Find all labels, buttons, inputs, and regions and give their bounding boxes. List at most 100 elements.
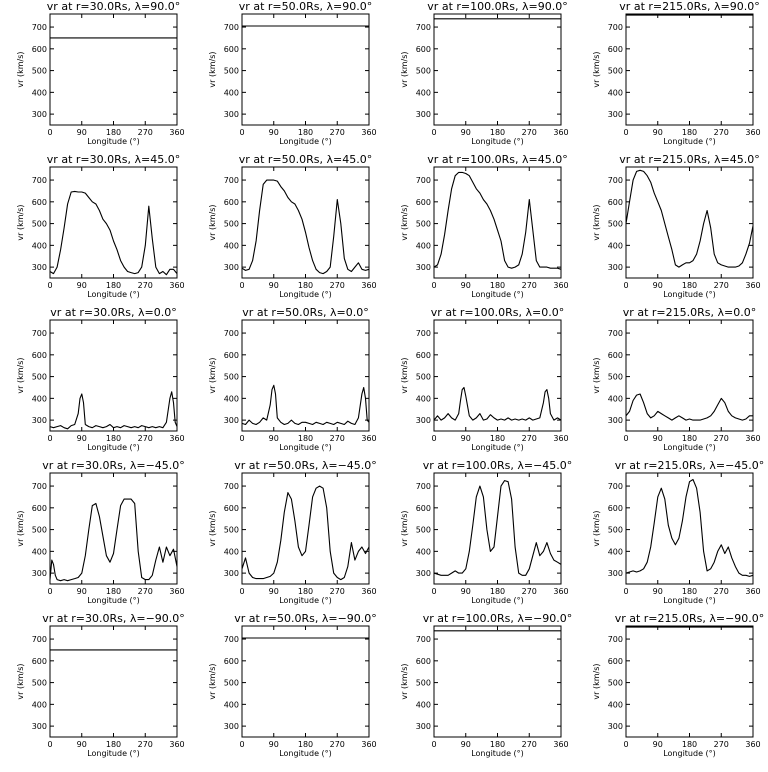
- y-tick-label: 400: [608, 88, 623, 97]
- plot-frame: [625, 472, 754, 585]
- x-axis-label: Longitude (°): [663, 596, 716, 605]
- y-tick-label: 300: [416, 722, 431, 731]
- y-tick-label: 600: [608, 657, 623, 666]
- panel-title: vr at r=50.0Rs, λ=45.0°: [239, 153, 372, 166]
- panel-title: vr at r=215.0Rs, λ=90.0°: [619, 0, 759, 13]
- panel-16: vr at r=215.0Rs, λ=−45.0° 0 90 180 270 360 300…: [592, 459, 764, 605]
- y-tick-label: 500: [32, 679, 47, 688]
- x-tick-label: 180: [490, 281, 505, 290]
- y-tick-label: 400: [224, 88, 239, 97]
- x-tick-label: 270: [330, 434, 345, 443]
- y-tick-label: 300: [416, 569, 431, 578]
- x-tick-label: 0: [431, 740, 436, 749]
- y-tick-label: 500: [32, 67, 47, 76]
- panel-15: vr at r=100.0Rs, λ=−45.0° 0 90 180 270 360 300…: [400, 459, 572, 605]
- y-tick-label: 400: [416, 700, 431, 709]
- x-tick-label: 90: [269, 434, 279, 443]
- y-tick-label: 700: [32, 329, 47, 338]
- panel-11: vr at r=100.0Rs, λ=0.0° 0 90 180 270 360 300 40…: [400, 306, 569, 452]
- x-tick-label: 180: [106, 281, 121, 290]
- x-tick-label: 0: [239, 587, 244, 596]
- y-tick-label: 700: [416, 329, 431, 338]
- plot-frame: [433, 319, 562, 432]
- x-tick-label: 90: [461, 128, 471, 137]
- y-tick-label: 300: [608, 722, 623, 731]
- y-tick-label: 700: [32, 635, 47, 644]
- x-axis-label: Longitude (°): [471, 596, 524, 605]
- y-tick-label: 600: [608, 351, 623, 360]
- y-axis-label: vr (km/s): [16, 204, 25, 240]
- x-tick-label: 360: [169, 740, 184, 749]
- x-tick-label: 90: [269, 587, 279, 596]
- panel-20: vr at r=215.0Rs, λ=−90.0° 0 90 180 270 360 300…: [592, 612, 764, 758]
- x-tick-label: 90: [461, 740, 471, 749]
- y-tick-label: 400: [32, 241, 47, 250]
- x-tick-label: 90: [653, 740, 663, 749]
- y-tick-label: 700: [224, 329, 239, 338]
- panel-title: vr at r=100.0Rs, λ=90.0°: [427, 0, 567, 13]
- x-tick-label: 0: [47, 434, 52, 443]
- y-tick-label: 500: [224, 373, 239, 382]
- x-tick-label: 90: [269, 740, 279, 749]
- x-tick-label: 180: [490, 587, 505, 596]
- panel-3: vr at r=100.0Rs, λ=90.0° 0 90 180 270 360 300 4…: [400, 0, 569, 146]
- panel-2: vr at r=50.0Rs, λ=90.0° 0 90 180 270 360 300 40…: [208, 0, 377, 146]
- panel-17: vr at r=30.0Rs, λ=−90.0° 0 90 180 270 360 300 4…: [16, 612, 185, 758]
- y-axis-label: vr (km/s): [400, 663, 409, 699]
- panel-8: vr at r=215.0Rs, λ=45.0° 0 90 180 270 360 300 4…: [592, 153, 761, 299]
- y-tick-label: 400: [608, 700, 623, 709]
- x-tick-label: 360: [745, 434, 760, 443]
- x-tick-label: 360: [169, 128, 184, 137]
- x-tick-label: 90: [461, 434, 471, 443]
- x-tick-label: 180: [490, 740, 505, 749]
- x-tick-label: 90: [77, 434, 87, 443]
- y-tick-label: 300: [224, 110, 239, 119]
- x-tick-label: 270: [138, 740, 153, 749]
- y-axis-label: vr (km/s): [592, 663, 601, 699]
- panel-title: vr at r=30.0Rs, λ=90.0°: [47, 0, 180, 13]
- x-tick-label: 180: [490, 434, 505, 443]
- y-tick-label: 600: [608, 198, 623, 207]
- x-tick-label: 180: [490, 128, 505, 137]
- y-tick-label: 400: [32, 394, 47, 403]
- y-tick-label: 700: [224, 482, 239, 491]
- panel-title: vr at r=215.0Rs, λ=−45.0°: [615, 459, 765, 472]
- y-tick-label: 300: [608, 416, 623, 425]
- panel-14: vr at r=50.0Rs, λ=−45.0° 0 90 180 270 360 300 4…: [208, 459, 377, 605]
- x-tick-label: 90: [653, 281, 663, 290]
- x-axis-label: Longitude (°): [663, 290, 716, 299]
- x-tick-label: 0: [47, 128, 52, 137]
- plot-frame: [241, 13, 370, 126]
- y-tick-label: 600: [416, 504, 431, 513]
- series-line: [433, 171, 562, 270]
- x-axis-label: Longitude (°): [663, 749, 716, 758]
- x-tick-label: 90: [653, 434, 663, 443]
- x-tick-label: 0: [623, 128, 628, 137]
- y-axis-label: vr (km/s): [208, 51, 217, 87]
- x-tick-label: 180: [298, 434, 313, 443]
- y-tick-label: 300: [224, 263, 239, 272]
- x-axis-label: Longitude (°): [279, 596, 332, 605]
- y-tick-label: 600: [32, 45, 47, 54]
- y-tick-label: 500: [608, 67, 623, 76]
- x-tick-label: 90: [77, 587, 87, 596]
- x-axis-label: Longitude (°): [471, 290, 524, 299]
- x-axis-label: Longitude (°): [279, 137, 332, 146]
- series-line: [625, 478, 754, 577]
- panel-4: vr at r=215.0Rs, λ=90.0° 0 90 180 270 360 300 4…: [592, 0, 761, 146]
- panel-18: vr at r=50.0Rs, λ=−90.0° 0 90 180 270 360 300 4…: [208, 612, 377, 758]
- panel-title: vr at r=30.0Rs, λ=0.0°: [50, 306, 176, 319]
- panel-9: vr at r=30.0Rs, λ=0.0° 0 90 180 270 360 300 400…: [16, 306, 185, 452]
- panel-10: vr at r=50.0Rs, λ=0.0° 0 90 180 270 360 300 400…: [208, 306, 377, 452]
- panel-6: vr at r=50.0Rs, λ=45.0° 0 90 180 270 360 300 40…: [208, 153, 377, 299]
- y-axis-label: vr (km/s): [400, 357, 409, 393]
- x-tick-label: 180: [298, 281, 313, 290]
- y-tick-label: 400: [224, 547, 239, 556]
- x-tick-label: 270: [714, 740, 729, 749]
- x-tick-label: 0: [239, 281, 244, 290]
- panel-12: vr at r=215.0Rs, λ=0.0° 0 90 180 270 360 300 40…: [592, 306, 761, 452]
- y-tick-label: 400: [416, 241, 431, 250]
- panel-19: vr at r=100.0Rs, λ=−90.0° 0 90 180 270 360 300…: [400, 612, 572, 758]
